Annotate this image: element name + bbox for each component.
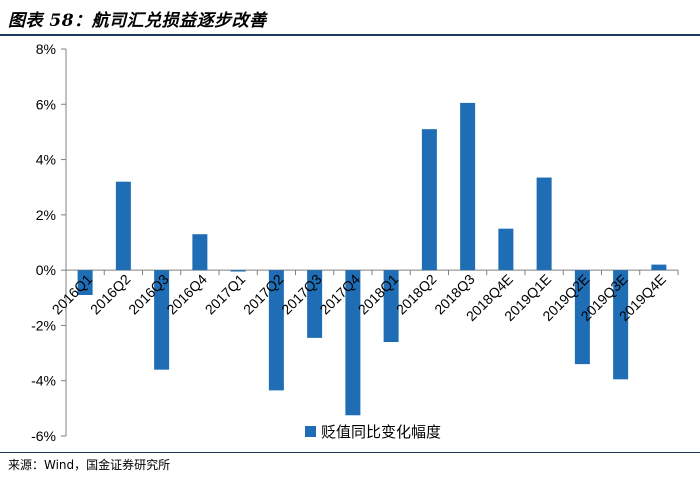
chart-title-bar: 图表 58：航司汇兑损益逐步改善 <box>0 0 700 34</box>
bar <box>192 234 208 271</box>
chart-title: 图表 58：航司汇兑损益逐步改善 <box>8 11 267 31</box>
category-label: 2018Q2 <box>393 271 440 318</box>
chart-bars <box>77 102 667 416</box>
category-label: 2017Q1 <box>202 271 249 318</box>
bar <box>307 270 323 338</box>
y-tick-label: -6% <box>31 428 56 444</box>
bar <box>154 270 170 370</box>
legend-label: 贬值同比变化幅度 <box>321 423 441 441</box>
y-tick-label: 8% <box>36 41 56 57</box>
bar <box>613 270 629 380</box>
y-tick-label: -4% <box>31 373 56 389</box>
bar <box>460 102 476 271</box>
bar <box>230 270 246 272</box>
bar <box>651 264 667 271</box>
source-note: 来源：Wind，国金证券研究所 <box>8 458 171 472</box>
bar <box>574 270 590 365</box>
footer-divider <box>0 452 700 453</box>
y-tick-label: 0% <box>36 262 56 278</box>
bar <box>383 270 399 343</box>
title-divider <box>0 34 700 36</box>
bar <box>498 228 514 271</box>
bar <box>115 181 131 271</box>
chart-legend: 贬值同比变化幅度 <box>305 423 441 441</box>
category-label: 2016Q4 <box>163 271 210 318</box>
y-tick-label: 4% <box>36 152 56 168</box>
bar-chart: -6%-4%-2%0%2%4%6%8% 2016Q12016Q22016Q320… <box>31 41 679 444</box>
y-tick-label: 6% <box>36 96 56 112</box>
bar <box>536 177 552 271</box>
bar <box>421 129 437 271</box>
y-tick-label: -2% <box>31 317 56 333</box>
category-label: 2016Q2 <box>87 271 134 318</box>
bar <box>345 270 361 416</box>
bar <box>268 270 284 391</box>
y-tick-label: 2% <box>36 207 56 223</box>
legend-swatch <box>305 426 316 437</box>
bar <box>77 270 93 296</box>
